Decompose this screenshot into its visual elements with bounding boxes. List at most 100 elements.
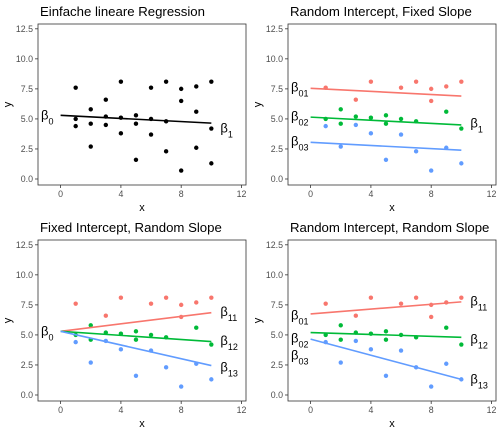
data-point — [368, 295, 374, 300]
data-point — [209, 79, 214, 84]
data-point — [209, 377, 214, 382]
data-point — [118, 295, 124, 300]
data-point — [398, 85, 404, 90]
coefficient-label: β0 — [41, 323, 54, 342]
data-point — [148, 132, 154, 137]
y-tick-label: 5.0 — [21, 330, 33, 340]
y-axis-label: y — [2, 317, 14, 323]
data-point — [163, 79, 169, 84]
data-point — [88, 360, 93, 365]
regression-line — [60, 311, 212, 333]
panel-title: Fixed Intercept, Random Slope — [40, 220, 222, 235]
data-point — [383, 337, 389, 342]
data-point — [383, 373, 389, 378]
y-tick-label: 7.5 — [271, 300, 283, 310]
panel-1: Einfache lineare Regression 0 4 8 12 0.0 2.5 5.… — [2, 4, 246, 214]
x-tick-label: 4 — [118, 189, 123, 199]
coefficient-label: β13 — [470, 371, 488, 390]
data-point — [194, 109, 199, 114]
data-point — [133, 337, 139, 342]
data-point — [444, 325, 449, 330]
y-tick-label: 7.5 — [21, 84, 33, 94]
data-point — [163, 365, 169, 370]
data-point — [444, 84, 449, 89]
data-point — [353, 313, 359, 318]
panel-frame — [287, 239, 497, 402]
y-tick-label: 12.5 — [16, 240, 33, 250]
y-tick-label: 0.0 — [271, 174, 283, 184]
y-tick-label: 7.5 — [271, 84, 283, 94]
y-tick-label: 0.0 — [21, 174, 33, 184]
y-tick-label: 2.5 — [21, 144, 33, 154]
panel-frame — [287, 23, 497, 186]
coefficient-label: β13 — [220, 359, 238, 378]
regression-line — [310, 338, 462, 381]
data-point — [73, 301, 78, 306]
data-point — [118, 131, 124, 136]
regression-line — [310, 301, 462, 315]
data-point — [178, 302, 184, 308]
x-tick-label: 12 — [487, 405, 497, 415]
data-point — [353, 114, 359, 119]
x-tick-label: 0 — [308, 405, 313, 415]
y-tick-label: 2.5 — [271, 360, 283, 370]
data-point — [338, 323, 343, 328]
x-tick-label: 4 — [368, 189, 373, 199]
coefficient-label: β03 — [291, 347, 309, 366]
data-point — [383, 113, 389, 118]
data-point — [209, 161, 214, 166]
data-point — [194, 84, 199, 89]
y-tick-label: 10.0 — [266, 54, 283, 64]
data-point — [444, 109, 449, 114]
regression-line — [310, 141, 462, 151]
y-tick-label: 7.5 — [21, 300, 33, 310]
x-tick-label: 4 — [368, 405, 373, 415]
coefficient-label: β11 — [470, 293, 487, 312]
panel-title: Random Intercept, Random Slope — [290, 220, 489, 235]
data-point — [148, 85, 154, 90]
y-tick-label: 0.0 — [21, 390, 33, 400]
data-point — [383, 157, 389, 162]
panel-title: Einfache lineare Regression — [40, 4, 205, 19]
data-point — [428, 314, 434, 320]
x-axis-label: x — [389, 418, 395, 430]
regression-line — [310, 116, 462, 126]
data-point — [103, 97, 109, 102]
coefficient-label: β02 — [291, 331, 309, 350]
data-point — [163, 149, 169, 154]
x-tick-label: 12 — [487, 189, 497, 199]
panel-3: Fixed Intercept, Random Slope 0 4 8 12 0.0 2.5… — [2, 220, 246, 430]
data-point — [133, 113, 139, 118]
x-tick-label: 0 — [308, 189, 313, 199]
y-axis-label: y — [252, 317, 264, 323]
data-point — [413, 295, 419, 300]
y-tick-label: 2.5 — [21, 360, 33, 370]
x-tick-label: 8 — [429, 189, 434, 199]
data-point — [88, 121, 93, 126]
coefficient-label: β03 — [291, 134, 309, 153]
x-tick-label: 0 — [58, 189, 63, 199]
coefficient-label: β12 — [220, 333, 238, 352]
data-point — [209, 126, 214, 131]
data-point — [178, 98, 184, 104]
data-point — [118, 79, 124, 84]
data-point — [428, 168, 434, 173]
y-tick-label: 2.5 — [271, 144, 283, 154]
x-tick-label: 12 — [237, 189, 247, 199]
data-point — [73, 123, 78, 129]
data-point — [88, 107, 93, 112]
data-point — [338, 337, 343, 342]
data-point — [103, 122, 109, 128]
data-point — [73, 85, 78, 90]
data-point — [413, 149, 419, 154]
x-tick-label: 8 — [179, 189, 184, 199]
data-point — [368, 131, 374, 136]
data-point — [194, 300, 199, 305]
coefficient-label: β1 — [470, 116, 483, 135]
x-tick-label: 8 — [429, 405, 434, 415]
data-point — [209, 295, 214, 300]
data-point — [413, 79, 419, 84]
data-point — [398, 348, 404, 353]
